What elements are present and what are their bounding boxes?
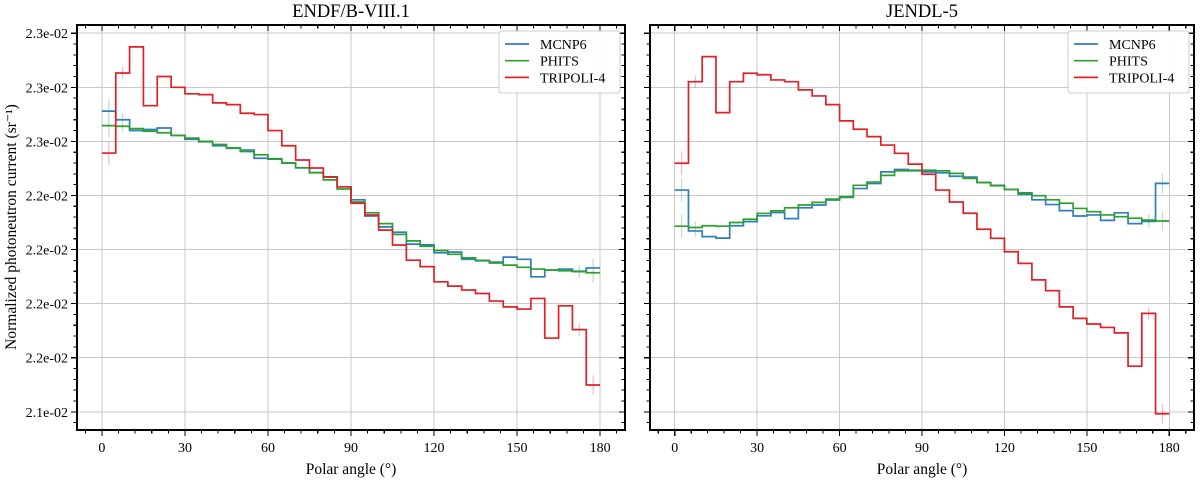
x-tick-label: 180 [1159,441,1180,456]
panel-title-endf: ENDF/B-VIII.1 [292,2,410,22]
legend-box [498,30,621,94]
legend-label-mcnp6: MCNP6 [540,38,587,53]
y-tick-label: 2.3e-02 [26,27,68,42]
x-axis-label-left: Polar angle (°) [306,461,397,478]
x-tick-label: 30 [178,441,192,456]
y-tick-label: 2.3e-02 [26,135,68,150]
y-axis-label: Normalized photoneutron current (sr⁻¹) [3,104,20,350]
legend-box [1067,30,1190,94]
y-tick-label: 2.1e-02 [26,406,68,421]
x-tick-label: 60 [833,441,847,456]
legend-label-phits: PHITS [1109,55,1148,70]
x-tick-label: 0 [98,441,105,456]
x-tick-label: 120 [424,441,445,456]
legend-label-mcnp6: MCNP6 [1109,38,1156,53]
axis-ticks [644,25,1194,436]
y-tick-label: 2.2e-02 [26,244,68,259]
grid [650,25,1194,430]
x-tick-label: 120 [994,441,1015,456]
y-tick-label: 2.2e-02 [26,352,68,367]
series-line-tripoli-4 [101,46,601,386]
y-tick-label: 2.3e-02 [26,81,68,96]
x-tick-label: 90 [915,441,929,456]
x-tick-label: 150 [1076,441,1097,456]
y-tick-label: 2.2e-02 [26,298,68,313]
y-tick-label: 2.2e-02 [26,189,68,204]
legend-label-tripoli-4: TRIPOLI-4 [540,71,605,86]
x-tick-label: 30 [750,441,764,456]
legend-label-tripoli-4: TRIPOLI-4 [1109,71,1174,86]
panel-endf-b-viii-1: 0 30 60 90 120 150 180 2.3e-02 2.3e-02 2.3e-02 2.2… [26,24,626,456]
tick-labels: 0 30 60 90 120 150 180 2.3e-02 2.3e-02 2.3e-02 2.2… [26,27,611,456]
x-tick-label: 0 [671,441,678,456]
legend-label-phits: PHITS [540,55,579,70]
x-axis-label-right: Polar angle (°) [877,461,968,478]
x-tick-label: 150 [507,441,528,456]
tick-labels: 0 30 60 90 120 150 180 [671,441,1180,456]
x-tick-label: 90 [344,441,358,456]
panel-title-jendl: JENDL-5 [886,2,958,22]
series-line-tripoli-4 [674,55,1170,415]
panels-container: 0 30 60 90 120 150 180 2.3e-02 2.3e-02 2.3e-02 2.2… [26,24,1195,456]
x-tick-label: 60 [261,441,275,456]
axis-ticks [71,25,625,436]
x-tick-label: 180 [590,441,611,456]
